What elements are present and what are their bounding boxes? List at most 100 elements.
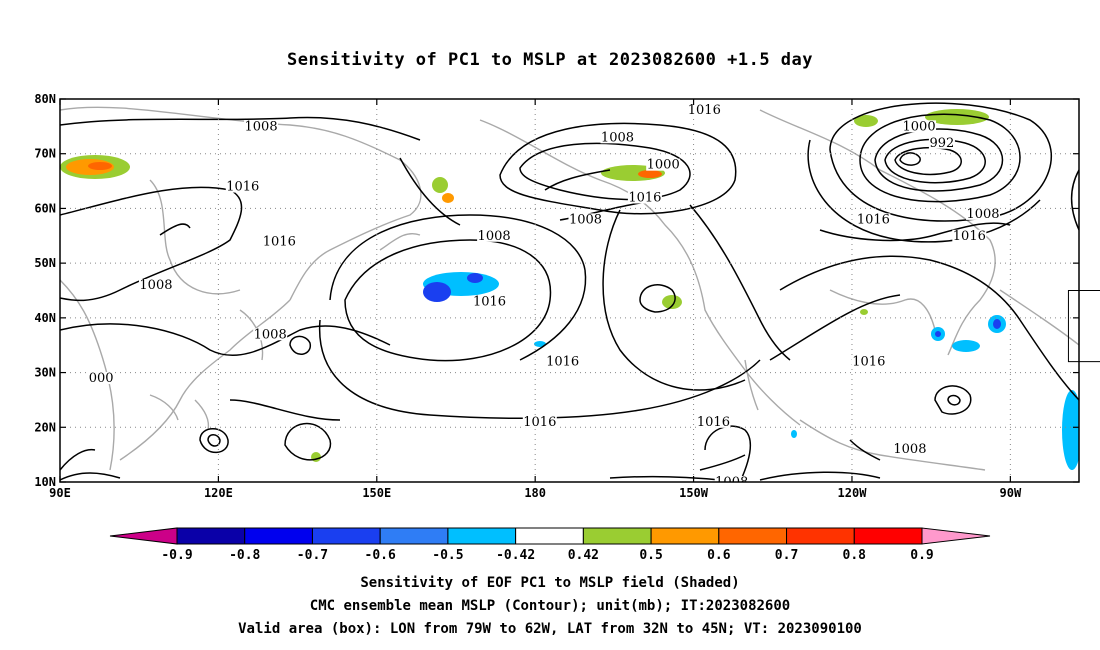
- contour-label: 1000: [903, 119, 936, 134]
- colorbar-label: 0.6: [707, 548, 731, 563]
- contour-label-bg: [568, 213, 603, 226]
- colorbar-segment-4: [447, 527, 517, 545]
- contour-label: 1016: [688, 103, 721, 118]
- lat-tick-label: 30N: [34, 366, 56, 380]
- lon-tick-label: 120W: [838, 486, 868, 500]
- map-background: [60, 99, 1079, 482]
- contour-label-bg: [687, 103, 722, 116]
- lon-tick-label: 90W: [1000, 486, 1022, 500]
- caption-shading: Sensitivity of EOF PC1 to MSLP field (Sh…: [360, 575, 740, 591]
- colorbar-segment-10: [853, 527, 923, 545]
- contour-label: 1016: [857, 212, 890, 227]
- contour-label-bg: [646, 158, 681, 171]
- contour-label: 1008: [715, 475, 748, 490]
- contour-labels: 1008 1016 1016 1008 1008 000 1016 1008 1008 1016 1…: [88, 103, 1001, 490]
- colorbar-label: -0.5: [432, 548, 463, 563]
- contour-label: 1016: [546, 355, 579, 370]
- contour-label-bg: [88, 372, 115, 385]
- contour-label-bg: [477, 229, 512, 242]
- colorbar-segment-0: [176, 527, 246, 545]
- contour-label-bg: [952, 229, 987, 242]
- contour-label: 1016: [473, 294, 506, 309]
- colorbar-left-arrow: [109, 527, 178, 545]
- lon-tick-label: 180: [524, 486, 546, 500]
- colorbar-segment-6: [582, 527, 652, 545]
- contour-label-bg: [627, 191, 662, 204]
- contour-label: 1016: [852, 355, 885, 370]
- contour-label: 1000: [647, 158, 680, 173]
- contour-label-bg: [244, 120, 279, 133]
- contour-label-bg: [472, 295, 507, 308]
- lat-tick-label: 40N: [34, 311, 56, 325]
- contour-label: 1016: [523, 415, 556, 430]
- colorbar-label: 0.42: [568, 548, 599, 563]
- contour-label-bg: [262, 235, 297, 248]
- colorbar-segment-7: [650, 527, 720, 545]
- contour-label: 1008: [569, 212, 602, 227]
- lat-tick-label: 10N: [34, 475, 56, 489]
- contour-label: 1016: [226, 180, 259, 195]
- colorbar-label: -0.9: [161, 548, 192, 563]
- contour-label: 1016: [697, 415, 730, 430]
- contour-label-bg: [892, 443, 927, 456]
- lon-tick-label: 120E: [204, 486, 233, 500]
- colorbar-segment-2: [311, 527, 381, 545]
- contour-label: 1016: [953, 229, 986, 244]
- contour-label: 1008: [478, 229, 511, 244]
- contour-label-bg: [902, 120, 937, 133]
- lat-tick-label: 60N: [34, 201, 56, 215]
- colorbar-segment-9: [786, 527, 855, 545]
- contour-label-bg: [966, 207, 1001, 220]
- colorbar-label: 0.8: [843, 548, 867, 563]
- colorbar-right-arrow: [921, 527, 991, 545]
- colorbar-label: -0.6: [365, 548, 396, 563]
- contour-label-bg: [253, 328, 288, 341]
- colorbar-segment-1: [244, 527, 313, 545]
- contour-label-bg: [545, 355, 580, 368]
- isobars: [60, 102, 1079, 482]
- map-frame: [59, 98, 1080, 483]
- sensitivity-shading: [60, 109, 1079, 470]
- colorbar-label: 0.7: [775, 548, 798, 563]
- contour-label-bg: [600, 131, 635, 144]
- contour-label: 1016: [628, 190, 661, 205]
- map-title: Sensitivity of PC1 to MSLP at 2023082600…: [286, 50, 813, 70]
- contour-label: 1008: [254, 327, 287, 342]
- lon-tick-label: 150E: [362, 486, 391, 500]
- lon-tick-label: 150W: [679, 486, 709, 500]
- contour-label-bg: [851, 355, 886, 368]
- contour-label: 1016: [263, 234, 296, 249]
- contour-label: 992: [930, 136, 955, 151]
- map-axes: 90E 120E 150E 180 150W 120W 90W 10N 20N 30N 40N 50N…: [34, 92, 1079, 500]
- valid-area-box: [1067, 290, 1100, 363]
- contour-label-bg: [696, 415, 731, 428]
- lat-tick-label: 20N: [34, 420, 56, 434]
- colorbar-segment-5: [515, 527, 584, 545]
- contour-label: 1008: [245, 119, 278, 134]
- contour-label-bg: [225, 180, 260, 193]
- lat-tick-label: 50N: [34, 256, 56, 270]
- contour-label-bg: [856, 213, 891, 226]
- contour-label: 000: [89, 371, 114, 386]
- contour-label: 1008: [966, 207, 999, 222]
- contour-label: 1008: [601, 130, 634, 145]
- contour-label: 1008: [139, 278, 172, 293]
- colorbar-segment-8: [718, 527, 788, 545]
- lat-tick-label: 70N: [34, 147, 56, 161]
- contour-label: 1008: [893, 442, 926, 457]
- colorbar-label: -0.42: [496, 548, 535, 563]
- contour-label-bg: [928, 136, 955, 149]
- contour-label-bg: [522, 415, 557, 428]
- colorbar-label: -0.8: [229, 548, 260, 563]
- caption-contour: CMC ensemble mean MSLP (Contour); unit(m…: [309, 598, 791, 614]
- lon-tick-label: 90E: [49, 486, 71, 500]
- colorbar-segment-3: [379, 527, 449, 545]
- colorbar-label: 0.5: [639, 548, 662, 563]
- contour-label-bg: [714, 476, 749, 482]
- colorbar-label: 0.9: [910, 548, 933, 563]
- colorbar-label: -0.7: [297, 548, 328, 563]
- lat-tick-label: 80N: [34, 92, 56, 106]
- caption-valid-area: Valid area (box): LON from 79W to 62W, L…: [238, 621, 862, 637]
